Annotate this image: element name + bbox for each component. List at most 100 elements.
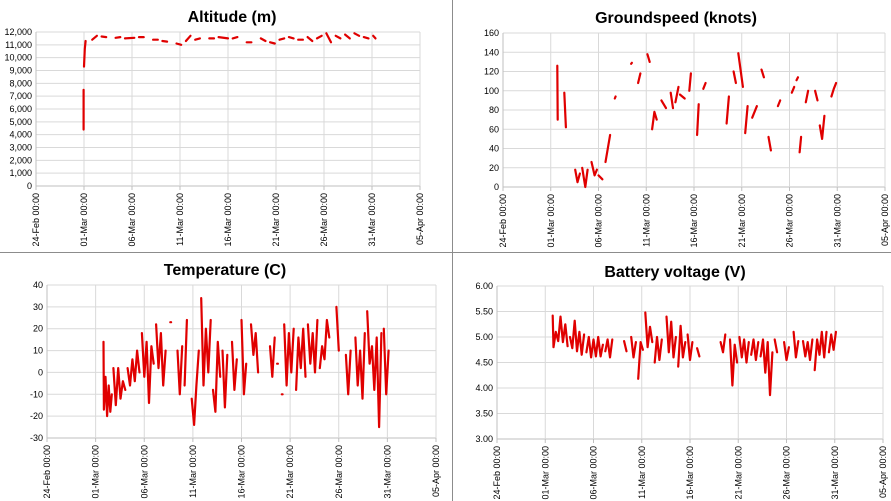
- battery-voltage-y-tick-label: 4.50: [475, 358, 493, 368]
- temperature-chart: Temperature (C) -30 -20 -10 0 10 20 30 40 24-Feb …: [30, 262, 441, 499]
- groundspeed-x-tick-label: 31-Mar 00:00: [832, 194, 842, 248]
- temperature-x-tick-label: 06-Mar 00:00: [139, 445, 149, 499]
- battery-voltage-series-segment: [637, 340, 644, 380]
- battery-voltage-series-segment: [773, 338, 779, 354]
- groundspeed-series-segment: [678, 93, 686, 100]
- groundspeed-x-tick-label: 06-Mar 00:00: [594, 194, 604, 248]
- altitude-y-tick-label: 3,000: [9, 143, 32, 153]
- temperature-series-segment: [112, 366, 127, 407]
- altitude-y-tick-label: 9,000: [9, 66, 32, 76]
- groundspeed-series-segment: [830, 81, 838, 98]
- groundspeed-chart-title: Groundspeed (knots): [595, 10, 757, 27]
- altitude-y-tick-label: 2,000: [9, 155, 32, 165]
- altitude-x-tick-label: 24-Feb 00:00: [31, 193, 41, 247]
- groundspeed-y-tick-label: 160: [484, 28, 499, 38]
- groundspeed-series-segment: [751, 104, 758, 119]
- temperature-x-tick-label: 31-Mar 00:00: [382, 445, 392, 499]
- groundspeed-chart: Groundspeed (knots) 0 20 40 60 80 100 120 140 160…: [484, 10, 890, 248]
- battery-voltage-series-segment: [653, 335, 663, 364]
- altitude-y-tick-label: 12,000: [4, 27, 32, 37]
- battery-voltage-y-tick-label: 3.50: [475, 409, 493, 419]
- battery-voltage-series-segment: [551, 314, 569, 349]
- temperature-series-segment: [354, 331, 366, 400]
- temperature-x-tick-label: 21-Mar 00:00: [285, 445, 295, 499]
- groundspeed-series-segment: [732, 70, 737, 85]
- horizontal-divider: [0, 252, 891, 253]
- temperature-series-segment: [176, 345, 184, 396]
- altitude-x-tick-label: 11-Mar 00:00: [175, 193, 185, 246]
- altitude-series-segment: [91, 34, 99, 41]
- altitude-series-segment: [217, 35, 230, 40]
- altitude-y-tick-label: 10,000: [4, 53, 32, 63]
- altitude-x-tick-label: 06-Mar 00:00: [127, 193, 137, 247]
- temperature-x-tick-label: 05-Apr 00:00: [431, 445, 441, 497]
- altitude-series-segment: [82, 39, 87, 68]
- altitude-series-segment: [175, 42, 183, 46]
- groundspeed-series-segment: [702, 81, 707, 90]
- battery-voltage-x-tick-label: 16-Mar 00:00: [685, 446, 695, 500]
- battery-voltage-series-segment: [568, 319, 586, 356]
- temperature-series-segment: [268, 336, 276, 378]
- temperature-x-tick-label: 01-Mar 00:00: [91, 445, 101, 499]
- groundspeed-series-segment: [604, 133, 612, 164]
- groundspeed-y-tick-label: 20: [489, 163, 499, 173]
- altitude-series-segment: [278, 37, 286, 41]
- temperature-x-tick-label: 26-Mar 00:00: [334, 445, 344, 499]
- altitude-series-segment: [306, 35, 314, 43]
- groundspeed-series-segment: [790, 85, 796, 94]
- altitude-x-tick-label: 16-Mar 00:00: [223, 193, 233, 247]
- groundspeed-series-segment: [760, 68, 765, 79]
- temperature-series-segment: [211, 340, 222, 413]
- groundspeed-y-tick-label: 60: [489, 124, 499, 134]
- groundspeed-series-segment: [646, 53, 651, 64]
- temperature-series-segment: [155, 323, 167, 387]
- battery-voltage-series-segment: [738, 335, 750, 364]
- temperature-y-tick-label: 40: [33, 280, 43, 290]
- battery-voltage-x-tick-label: 24-Feb 00:00: [492, 446, 502, 500]
- altitude-series-segment: [269, 41, 276, 45]
- groundspeed-x-tick-label: 05-Apr 00:00: [880, 194, 890, 246]
- battery-voltage-series-segment: [665, 315, 677, 359]
- altitude-y-tick-label: 4,000: [9, 130, 32, 140]
- battery-voltage-series-segment: [750, 338, 760, 362]
- battery-voltage-y-tick-label: 3.00: [475, 434, 493, 444]
- battery-voltage-x-tick-label: 21-Mar 00:00: [733, 446, 743, 500]
- groundspeed-series-segment: [818, 114, 826, 140]
- groundspeed-series-segment: [590, 160, 598, 177]
- battery-voltage-x-tick-label: 26-Mar 00:00: [782, 446, 792, 500]
- groundspeed-x-tick-label: 26-Mar 00:00: [785, 194, 795, 248]
- altitude-y-tick-label: 0: [27, 181, 32, 191]
- battery-voltage-x-tick-label: 31-Mar 00:00: [830, 446, 840, 500]
- temperature-y-tick-label: -20: [30, 411, 43, 421]
- altitude-series-segment: [114, 35, 122, 39]
- altitude-series-segment: [259, 37, 267, 43]
- altitude-y-tick-label: 8,000: [9, 78, 32, 88]
- temperature-x-tick-label: 11-Mar 00:00: [188, 445, 198, 498]
- battery-voltage-series-segment: [696, 347, 701, 358]
- temperature-y-tick-label: 10: [33, 346, 43, 356]
- battery-voltage-series-segment: [686, 333, 694, 362]
- groundspeed-series-segment: [744, 104, 749, 135]
- battery-voltage-series-segment: [759, 338, 774, 397]
- temperature-x-tick-label: 24-Feb 00:00: [42, 445, 52, 499]
- battery-voltage-chart-title: Battery voltage (V): [604, 264, 745, 281]
- altitude-series-segment: [161, 39, 169, 43]
- groundspeed-series-segment: [795, 76, 800, 82]
- battery-voltage-x-tick-label: 01-Mar 00:00: [540, 446, 550, 500]
- groundspeed-series-segment: [630, 61, 633, 65]
- groundspeed-series-segment: [798, 135, 803, 154]
- battery-voltage-series-segment: [801, 338, 814, 362]
- groundspeed-y-tick-label: 80: [489, 105, 499, 115]
- battery-voltage-x-tick-label: 11-Mar 00:00: [637, 446, 647, 499]
- vertical-divider: [452, 0, 453, 501]
- altitude-y-tick-label: 6,000: [9, 104, 32, 114]
- altitude-series-segment: [231, 35, 239, 40]
- temperature-series-segment: [306, 318, 319, 374]
- groundspeed-series-segment: [767, 135, 772, 152]
- battery-voltage-y-tick-label: 4.00: [475, 383, 493, 393]
- battery-voltage-x-tick-label: 06-Mar 00:00: [589, 446, 599, 500]
- groundspeed-series-segment: [814, 89, 819, 102]
- temperature-series-segment: [140, 331, 155, 405]
- altitude-series-segment: [344, 33, 351, 40]
- groundspeed-series-segment: [737, 52, 744, 89]
